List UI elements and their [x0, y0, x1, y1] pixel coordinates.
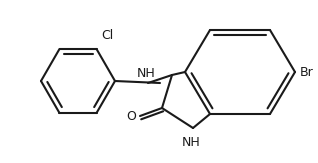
Text: O: O: [126, 110, 136, 123]
Text: Cl: Cl: [101, 29, 114, 42]
Text: NH: NH: [137, 67, 156, 80]
Text: NH: NH: [182, 136, 200, 149]
Text: Br: Br: [300, 66, 314, 79]
